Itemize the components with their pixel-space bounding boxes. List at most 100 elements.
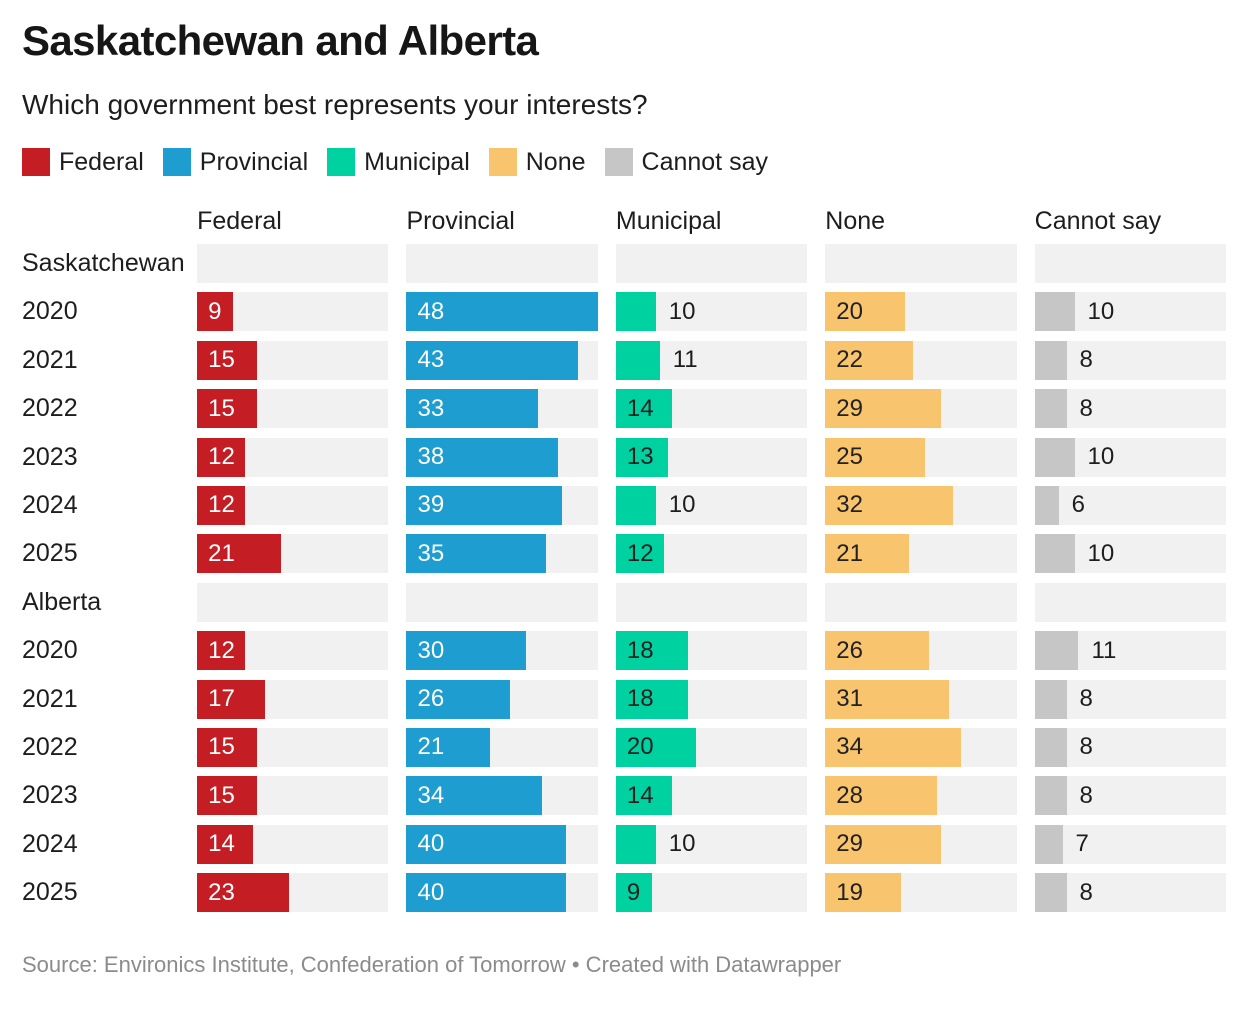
bar-track: 35 xyxy=(406,534,598,574)
bar-value: 15 xyxy=(208,781,235,809)
bar-federal: 23 xyxy=(197,873,289,913)
bar-none: 31 xyxy=(825,679,949,719)
bar-track: 11 xyxy=(1034,631,1226,671)
bar-track: 22 xyxy=(825,340,1017,380)
legend-swatch-none xyxy=(488,148,517,177)
bar-value: 10 xyxy=(1087,443,1115,471)
bar-track: 8 xyxy=(1034,873,1226,913)
bar-track xyxy=(406,582,598,622)
bar-value: 14 xyxy=(626,781,654,809)
bar-track: 12 xyxy=(197,631,389,671)
bar-track: 34 xyxy=(825,727,1017,767)
bar-value: 31 xyxy=(836,685,863,712)
bar-track: 40 xyxy=(406,873,598,913)
legend-swatch-municipal xyxy=(327,148,356,177)
bar-track: 29 xyxy=(825,824,1017,864)
chart: Saskatchewan and Alberta Which governmen… xyxy=(0,16,1247,978)
bar-track: 10 xyxy=(1034,292,1226,332)
bar-track: 8 xyxy=(1034,727,1226,767)
bar-track: 12 xyxy=(615,534,808,574)
column-header-municipal: Municipal xyxy=(615,206,722,235)
bar-federal: 15 xyxy=(197,776,257,816)
year-row: 2024 12 39 10 32 6 xyxy=(22,485,1226,525)
bar-track: 8 xyxy=(1034,340,1226,380)
legend-label: Cannot say xyxy=(641,147,768,176)
bar-provincial: 35 xyxy=(406,534,546,574)
bar-none: 34 xyxy=(825,727,961,767)
bar-value: 20 xyxy=(836,297,863,325)
bar-provincial: 30 xyxy=(406,631,527,671)
bar-rows: Saskatchewan 2020 9 48 10 20 10 2021 15 43 11 22 8 20… xyxy=(22,243,1226,913)
bar-track: 9 xyxy=(197,292,389,332)
bar-value: 10 xyxy=(668,297,696,325)
group-header-row: Alberta xyxy=(22,582,1226,622)
bar-value: 21 xyxy=(836,539,863,567)
bar-track: 20 xyxy=(825,292,1017,332)
bar-federal: 21 xyxy=(197,534,281,574)
bar-track xyxy=(197,243,389,283)
legend-item-none: None xyxy=(488,148,586,177)
bar-track: 18 xyxy=(615,631,808,671)
bar-track: 10 xyxy=(615,485,808,525)
bar-federal: 17 xyxy=(197,679,265,719)
bar-none: 32 xyxy=(825,485,953,525)
bar-track xyxy=(406,243,598,283)
bar-value: 34 xyxy=(836,733,863,761)
bar-track: 38 xyxy=(406,437,598,477)
bar-none: 26 xyxy=(825,631,929,671)
bar-value: 20 xyxy=(626,733,654,761)
bar-track: 12 xyxy=(197,437,389,477)
bar-cannot-say: 8 xyxy=(1034,776,1093,816)
bar-track: 17 xyxy=(197,679,389,719)
bar-value: 18 xyxy=(626,685,654,712)
bar-value: 13 xyxy=(626,443,654,471)
year-label: 2021 xyxy=(22,684,78,713)
bar-value: 38 xyxy=(417,443,445,471)
bar-value: 9 xyxy=(208,297,222,325)
bar-value: 8 xyxy=(1079,394,1093,422)
year-row: 2020 12 30 18 26 11 xyxy=(22,631,1226,671)
bar-track: 39 xyxy=(406,485,598,525)
legend-item-cannot-say: Cannot say xyxy=(604,147,768,177)
bar-provincial: 38 xyxy=(406,437,558,477)
legend-label: Federal xyxy=(59,147,144,176)
bar-value: 25 xyxy=(836,443,863,471)
bar-track: 11 xyxy=(615,340,808,380)
legend-swatch-cannot-say xyxy=(604,148,633,177)
bar-federal: 12 xyxy=(197,485,245,525)
bar-value: 6 xyxy=(1071,491,1085,519)
bar-value: 19 xyxy=(836,878,863,906)
bar-municipal: 9 xyxy=(615,873,652,913)
year-row: 2020 9 48 10 20 10 xyxy=(22,292,1226,332)
legend: Federal Provincial Municipal None Cannot say xyxy=(22,148,1226,177)
year-label: 2022 xyxy=(22,732,78,761)
bar-cannot-say: 8 xyxy=(1034,389,1093,429)
bar-municipal: 14 xyxy=(615,389,672,429)
bar-value: 26 xyxy=(417,685,445,712)
column-header-none: None xyxy=(825,206,886,235)
bar-track: 21 xyxy=(406,727,598,767)
bar-track: 10 xyxy=(615,824,808,864)
year-label: 2024 xyxy=(22,490,78,519)
bar-track: 8 xyxy=(1034,679,1226,719)
bar-municipal: 20 xyxy=(615,727,696,767)
year-row: 2021 15 43 11 22 8 xyxy=(22,340,1226,380)
bar-provincial: 26 xyxy=(406,679,511,719)
bar-track: 31 xyxy=(825,679,1017,719)
bar-track: 34 xyxy=(406,776,598,816)
year-label: 2020 xyxy=(22,636,78,665)
bar-value: 9 xyxy=(626,878,641,906)
bar-track: 33 xyxy=(406,389,598,429)
year-row: 2025 21 35 12 21 10 xyxy=(22,534,1226,574)
bar-municipal: 10 xyxy=(615,292,695,332)
column-header-federal: Federal xyxy=(197,206,282,235)
bar-track: 9 xyxy=(615,873,808,913)
bar-value: 15 xyxy=(208,394,235,422)
bar-track: 32 xyxy=(825,485,1017,525)
bar-municipal: 11 xyxy=(615,340,698,380)
bar-federal: 14 xyxy=(197,824,253,864)
bar-value: 12 xyxy=(208,491,235,519)
bar-value: 40 xyxy=(417,878,445,906)
bar-federal: 12 xyxy=(197,437,245,477)
bar-provincial: 33 xyxy=(406,389,538,429)
